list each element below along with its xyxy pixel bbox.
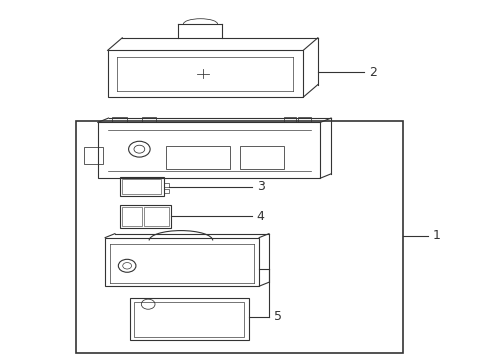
Bar [120,177,163,196]
Bar [283,117,295,122]
Bar [112,117,127,122]
Bar [134,302,244,337]
Bar [163,183,169,187]
Text: 5: 5 [273,310,281,323]
Bar [107,50,303,97]
Bar [98,122,320,178]
Text: 3: 3 [256,180,264,193]
Bar [76,121,403,353]
Bar [122,179,161,194]
Bar [298,117,310,122]
Text: 1: 1 [432,229,440,242]
Bar [120,205,171,228]
Bar [144,207,168,226]
Text: 2: 2 [368,66,376,79]
Bar [105,238,259,286]
Bar [129,298,249,340]
Bar [239,146,283,169]
Bar [166,146,229,169]
Bar [142,117,156,122]
Text: 4: 4 [256,210,264,223]
Bar [84,147,102,164]
Bar [163,189,169,193]
Bar [122,207,142,226]
